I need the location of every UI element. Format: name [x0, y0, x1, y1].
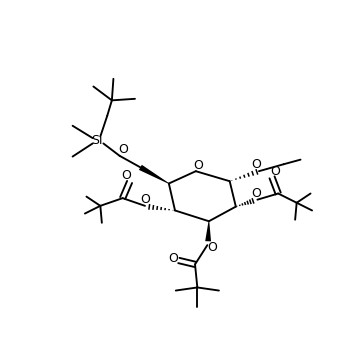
Text: O: O — [119, 143, 128, 156]
Text: O: O — [193, 159, 203, 172]
Text: O: O — [270, 165, 280, 179]
Text: O: O — [207, 241, 217, 254]
Text: O: O — [169, 252, 178, 265]
Polygon shape — [205, 221, 211, 241]
Text: Si: Si — [91, 134, 102, 147]
Text: O: O — [121, 169, 131, 182]
Text: O: O — [252, 187, 262, 200]
Text: O: O — [140, 193, 150, 206]
Polygon shape — [139, 165, 169, 184]
Text: O: O — [252, 158, 262, 171]
